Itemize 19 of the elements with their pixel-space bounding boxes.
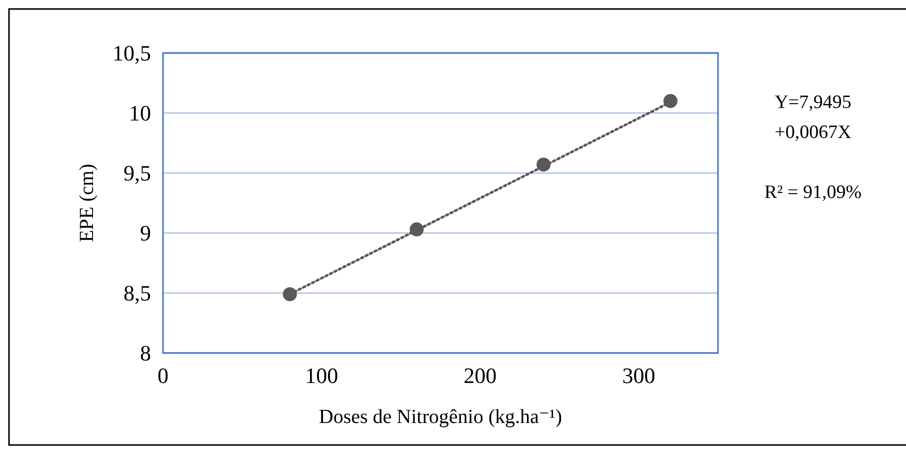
point (410, 222, 424, 236)
y-tick-label: 10,5 (112, 40, 151, 66)
text: R² = 91,09% (764, 182, 862, 203)
y-tick-label: 8 (140, 340, 151, 366)
y-tick-label: 8,5 (124, 280, 151, 306)
y-tick-label: 10 (129, 100, 151, 126)
x-tick-label: 300 (622, 363, 656, 388)
y-axis-title: EPE (cm) (76, 164, 98, 242)
x-tick-label: 200 (464, 363, 497, 388)
x-tick-label: 0 (158, 363, 168, 388)
x-axis-title: Doses de Nitrogênio (kg.ha⁻¹) (318, 406, 562, 428)
text: +0,0067X (774, 122, 852, 143)
point (663, 94, 678, 108)
x-tick-label: 100 (305, 363, 338, 388)
point (282, 287, 297, 302)
point (536, 158, 551, 172)
y-tick-label: 9 (140, 220, 151, 246)
y-tick-label: 9,5 (124, 160, 151, 186)
text: Y=7,9495 (774, 92, 852, 113)
